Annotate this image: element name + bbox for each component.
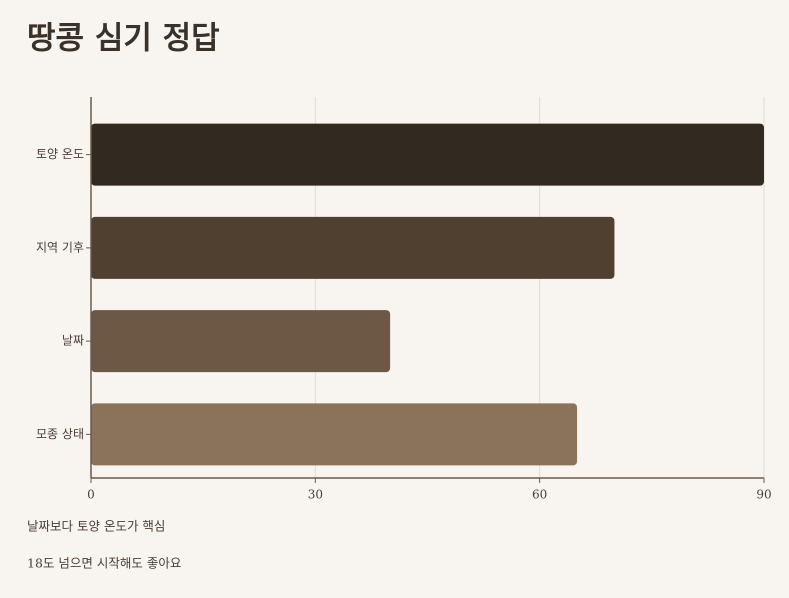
annotation: 날짜보다 토양 온도가 핵심 xyxy=(27,519,165,534)
x-tick-label: 60 xyxy=(532,488,547,502)
y-tick-label: 모종 상태 xyxy=(36,427,84,441)
chart-title: 땅콩 심기 정답 xyxy=(27,21,220,57)
bar xyxy=(91,123,764,186)
y-tick-label: 날짜 xyxy=(62,334,84,348)
annotation: 18도 넘으면 시작해도 좋아요 xyxy=(27,556,181,571)
x-tick-label: 90 xyxy=(756,488,771,502)
y-tick-label: 토양 온도 xyxy=(36,147,84,161)
bar xyxy=(91,216,615,279)
x-tick-label: 30 xyxy=(308,488,323,502)
bar xyxy=(91,310,391,373)
y-tick-label: 지역 기후 xyxy=(36,240,84,254)
bar xyxy=(91,403,578,466)
x-tick-label: 0 xyxy=(87,488,95,502)
